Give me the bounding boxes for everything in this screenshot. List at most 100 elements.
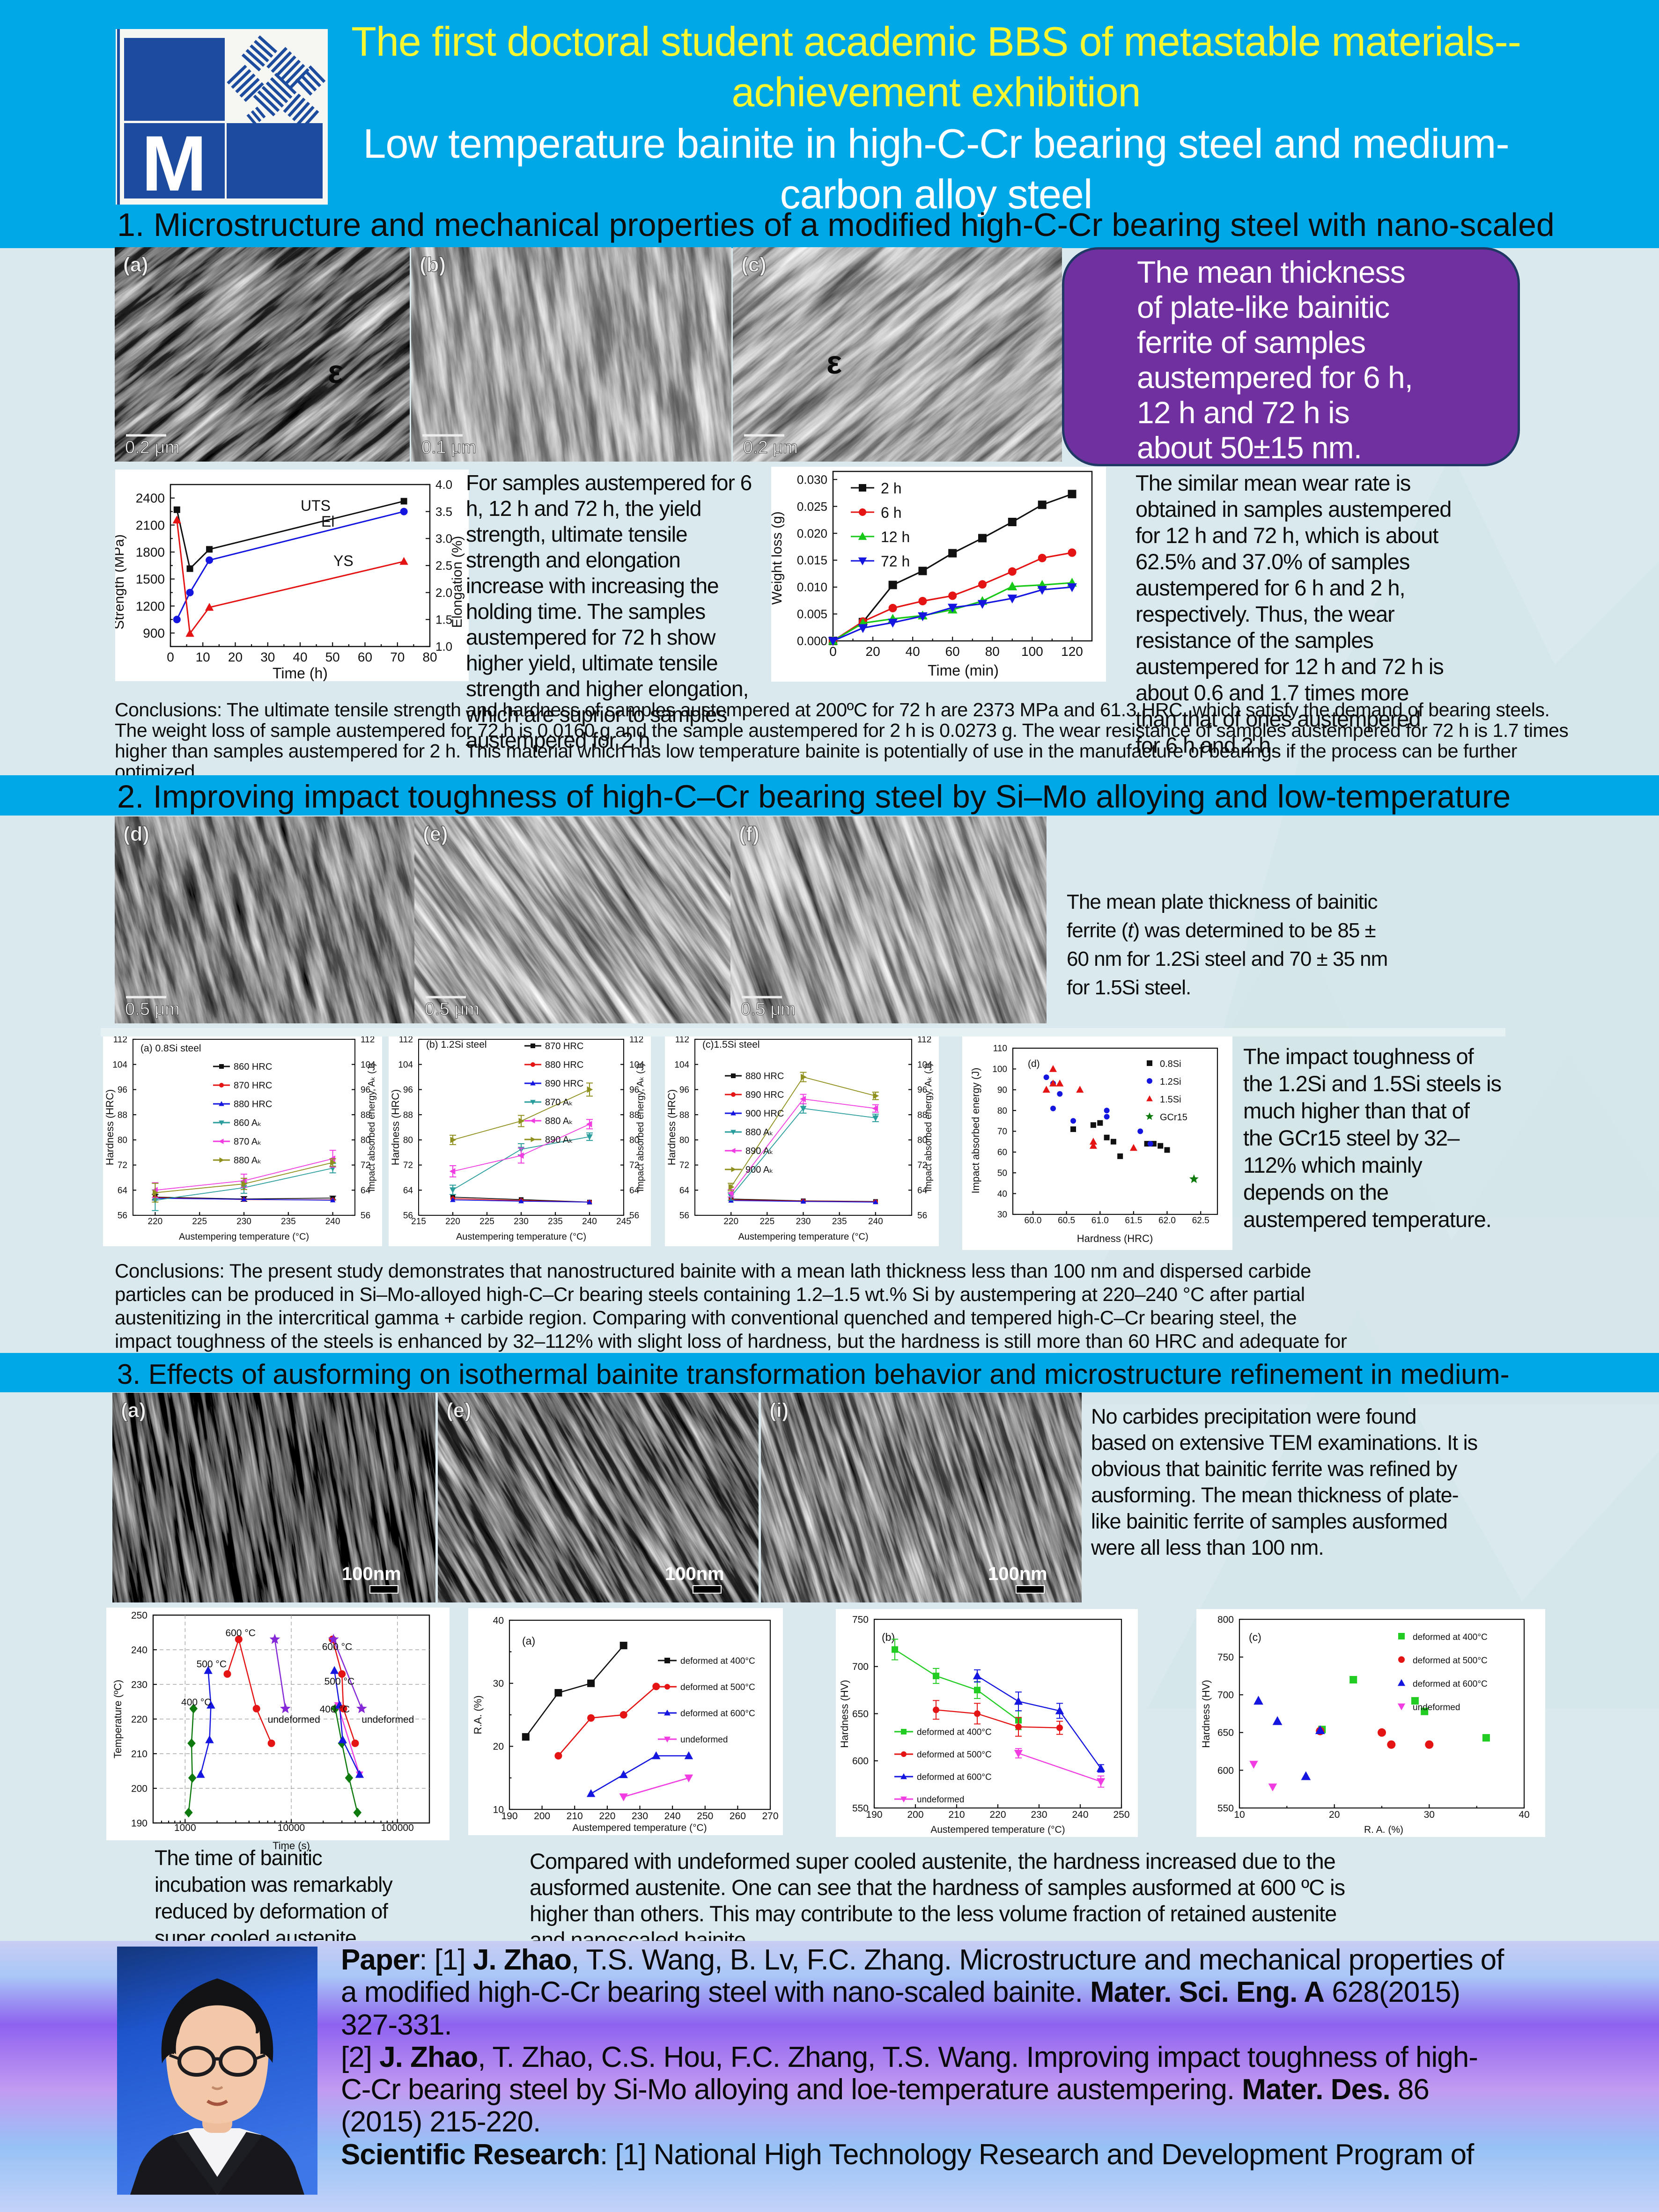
svg-text:100nm: 100nm [342,1564,401,1584]
svg-text:20: 20 [1329,1809,1340,1820]
svg-text:220: 220 [723,1217,738,1227]
svg-text:undeformed: undeformed [361,1714,414,1725]
svg-text:Austempering temperature (°C): Austempering temperature (°C) [179,1232,309,1242]
svg-text:100: 100 [1021,644,1043,659]
svg-text:20: 20 [493,1742,504,1752]
svg-text:70: 70 [997,1127,1007,1137]
svg-text:(f): (f) [739,823,759,845]
svg-text:104: 104 [361,1060,376,1070]
svg-text:3.5: 3.5 [435,505,452,519]
svg-text:860 Aₖ: 860 Aₖ [234,1118,262,1128]
svg-text:Time (h): Time (h) [273,665,328,681]
svg-text:(d): (d) [1028,1058,1040,1069]
svg-text:20: 20 [866,644,880,659]
svg-text:0.5 μm: 0.5 μm [741,999,796,1019]
svg-text:880 Aₖ: 880 Aₖ [745,1127,774,1138]
svg-text:260: 260 [730,1811,746,1822]
svg-text:60: 60 [997,1148,1007,1158]
svg-text:20: 20 [228,650,243,664]
svg-text:245: 245 [616,1217,631,1227]
svg-text:235: 235 [832,1217,847,1227]
svg-text:(e): (e) [423,823,448,845]
svg-text:104: 104 [112,1060,127,1070]
svg-text:El: El [321,513,334,530]
svg-text:Austempering temperature (°C): Austempering temperature (°C) [456,1232,586,1242]
svg-text:240: 240 [1072,1809,1088,1820]
svg-text:(c): (c) [1249,1631,1261,1643]
svg-text:88: 88 [629,1110,639,1120]
svg-text:80: 80 [361,1136,370,1146]
svg-text:Impact absorbed energy (J): Impact absorbed energy (J) [970,1067,981,1193]
svg-text:900 Aₖ: 900 Aₖ [745,1165,774,1175]
svg-text:56: 56 [917,1211,927,1221]
svg-text:220: 220 [599,1811,615,1822]
svg-text:(i): (i) [769,1399,789,1422]
svg-text:deformed at 400°C: deformed at 400°C [1413,1632,1488,1642]
svg-text:110: 110 [993,1044,1007,1054]
svg-text:0.010: 0.010 [797,580,827,594]
svg-text:120: 120 [1061,644,1083,659]
svg-text:1500: 1500 [136,572,165,587]
svg-text:72: 72 [629,1161,639,1170]
svg-text:Hardness (HRC): Hardness (HRC) [390,1089,401,1166]
svg-text:R.A. (%): R.A. (%) [472,1695,484,1734]
svg-text:220: 220 [445,1217,460,1227]
svg-text:600 °C: 600 °C [225,1628,255,1639]
svg-text:0.005: 0.005 [797,607,827,621]
svg-text:(c): (c) [741,253,767,276]
svg-text:Impact absorbed energy, Aₖ (J): Impact absorbed energy, Aₖ (J) [635,1063,646,1192]
svg-text:96: 96 [917,1085,927,1095]
svg-text:235: 235 [548,1217,563,1227]
svg-text:64: 64 [403,1186,413,1196]
svg-text:230: 230 [1031,1809,1047,1820]
svg-text:56: 56 [629,1211,639,1221]
svg-text:0.020: 0.020 [797,526,827,540]
svg-text:deformed at 500°C: deformed at 500°C [1413,1656,1488,1666]
svg-text:235: 235 [281,1217,296,1227]
svg-text:Elongation (%): Elongation (%) [450,536,465,628]
svg-text:deformed at 400°C: deformed at 400°C [917,1727,992,1737]
svg-text:3.0: 3.0 [435,531,452,545]
svg-text:(a): (a) [121,1399,146,1422]
svg-text:550: 550 [1217,1803,1234,1814]
svg-text:80: 80 [422,650,437,664]
svg-text:700: 700 [1217,1690,1234,1701]
svg-text:2.5: 2.5 [435,559,452,573]
svg-text:2400: 2400 [136,491,165,506]
svg-text:0.5 μm: 0.5 μm [125,999,180,1019]
svg-text:750: 750 [1217,1652,1234,1663]
svg-text:4.0: 4.0 [435,478,452,492]
svg-text:215: 215 [411,1217,426,1227]
svg-text:880 HRC: 880 HRC [745,1071,784,1081]
svg-text:600: 600 [1217,1765,1234,1776]
svg-text:72: 72 [118,1161,127,1170]
svg-text:1800: 1800 [136,545,165,559]
svg-text:40: 40 [493,1615,504,1626]
svg-text:72: 72 [361,1161,370,1170]
svg-text:Austempered temperature (°C): Austempered temperature (°C) [930,1824,1065,1835]
svg-text:220: 220 [148,1217,163,1227]
svg-text:600: 600 [852,1756,869,1767]
svg-text:(b) 1.2Si steel: (b) 1.2Si steel [426,1039,487,1050]
svg-text:40: 40 [293,650,307,664]
svg-text:100nm: 100nm [988,1564,1047,1584]
svg-text:230: 230 [236,1217,251,1227]
svg-text:880 Aₖ: 880 Aₖ [545,1116,573,1126]
svg-text:56: 56 [679,1211,689,1221]
svg-text:30: 30 [493,1678,504,1689]
svg-text:96: 96 [361,1085,370,1095]
svg-text:62.0: 62.0 [1158,1216,1176,1226]
svg-text:112: 112 [361,1035,375,1045]
svg-text:880 HRC: 880 HRC [234,1099,272,1110]
svg-text:550: 550 [852,1803,869,1814]
svg-text:30: 30 [997,1210,1007,1220]
svg-text:210: 210 [948,1809,965,1820]
svg-text:40: 40 [997,1189,1007,1199]
svg-text:88: 88 [917,1110,927,1120]
svg-text:72: 72 [403,1161,413,1170]
svg-text:88: 88 [361,1110,370,1120]
svg-text:80: 80 [118,1136,127,1146]
svg-text:270: 270 [762,1811,778,1822]
svg-text:500 °C: 500 °C [197,1659,227,1670]
svg-text:0.030: 0.030 [797,472,827,486]
